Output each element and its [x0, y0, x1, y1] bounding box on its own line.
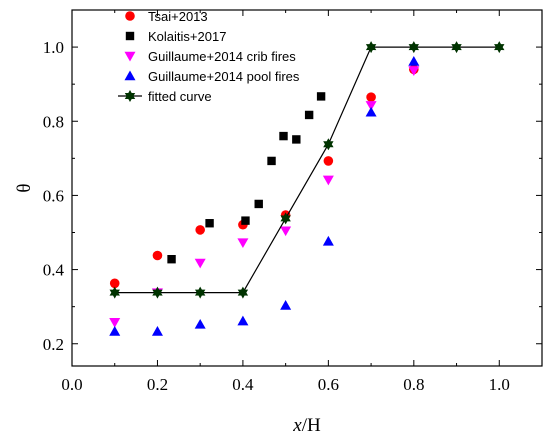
x-axis-title: x/H: [292, 415, 321, 436]
x-tick-label: 0.6: [318, 375, 339, 394]
data-point: [366, 92, 376, 102]
data-point: [316, 92, 326, 101]
plot-series: [109, 41, 505, 336]
data-point: [494, 41, 505, 54]
data-point: [408, 41, 420, 54]
data-point: [279, 131, 288, 141]
x-tick-label: 1.0: [489, 375, 510, 394]
x-axis: 0.0 0.2 0.4 0.6 0.8 1.0: [61, 10, 543, 394]
data-point: [304, 110, 314, 120]
data-point: [152, 250, 163, 261]
data-point: [322, 175, 334, 186]
data-point: [109, 318, 121, 328]
data-point: [323, 156, 334, 166]
legend: Tsai+2013 Kolaitis+2017 Guillaume+2014 cri…: [118, 9, 300, 104]
data-point: [292, 135, 301, 144]
x-tick-label: 0.0: [61, 375, 82, 394]
y-axis: 0.2 0.4 0.6 0.8 1.0: [43, 9, 542, 354]
data-point: [109, 326, 121, 336]
legend-label: Kolaitis+2017: [148, 29, 226, 44]
data-point: [194, 286, 206, 299]
data-point: [109, 278, 120, 289]
series-square: [167, 92, 326, 264]
y-tick-label: 0.2: [43, 335, 64, 354]
y-tick-label: 1.0: [43, 38, 64, 57]
series-triangle-up: [109, 56, 420, 336]
x-axis-title-italic: x: [292, 415, 302, 436]
legend-marker: [125, 31, 135, 41]
data-point: [408, 66, 420, 76]
legend-marker: [124, 70, 136, 81]
data-point: [451, 41, 462, 54]
data-point: [280, 300, 292, 310]
legend-label: fitted curve: [148, 89, 212, 104]
data-point: [408, 56, 420, 66]
data-point: [194, 258, 206, 269]
series-star: [109, 41, 505, 299]
legend-marker: [124, 90, 136, 102]
data-point: [109, 286, 120, 299]
data-point: [167, 255, 176, 264]
data-point: [151, 326, 163, 336]
x-tick-label: 0.4: [232, 375, 254, 394]
data-point: [195, 225, 205, 235]
data-point: [241, 216, 250, 225]
x-axis-title-rest: /H: [302, 415, 321, 436]
fitted-curve-line: [114, 46, 500, 294]
data-point: [152, 286, 163, 299]
data-point: [365, 41, 377, 54]
data-point: [205, 219, 214, 228]
y-tick-label: 0.8: [43, 112, 64, 131]
plot-frame: [71, 9, 543, 367]
data-point: [237, 286, 249, 299]
data-point: [280, 212, 291, 225]
legend-label: Guillaume+2014 crib fires: [148, 49, 296, 64]
legend-marker: [124, 51, 136, 62]
data-point: [365, 106, 377, 117]
legend-marker: [125, 11, 135, 21]
data-point: [280, 226, 292, 237]
x-tick-label: 0.8: [403, 375, 424, 394]
legend-label: Tsai+2013: [148, 9, 208, 24]
legend-label: Guillaume+2014 pool fires: [148, 69, 300, 84]
y-axis-title: θ: [14, 183, 35, 192]
data-point: [194, 318, 206, 329]
data-point: [322, 235, 334, 246]
data-point: [254, 199, 263, 209]
data-point: [365, 101, 377, 111]
x-tick-label: 0.2: [147, 375, 168, 394]
data-point: [237, 238, 249, 249]
data-point: [237, 315, 249, 326]
data-point: [267, 156, 276, 166]
data-point: [323, 138, 334, 151]
y-tick-label: 0.4: [43, 261, 65, 280]
y-tick-label: 0.6: [43, 186, 64, 205]
